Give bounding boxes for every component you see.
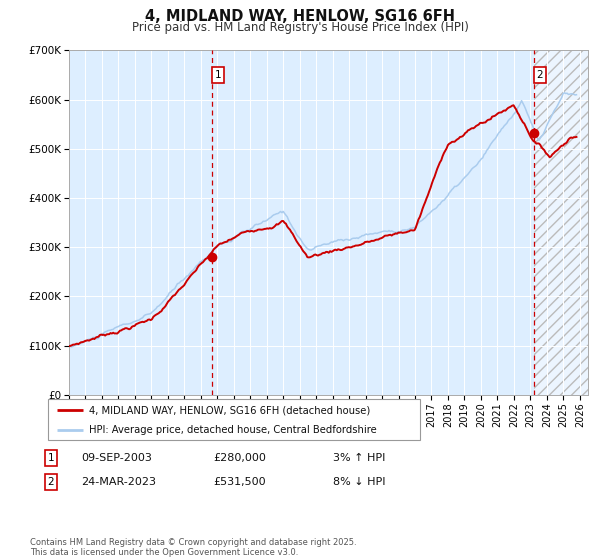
Text: 09-SEP-2003: 09-SEP-2003 xyxy=(81,453,152,463)
Text: 1: 1 xyxy=(215,70,221,80)
Text: 4, MIDLAND WAY, HENLOW, SG16 6FH (detached house): 4, MIDLAND WAY, HENLOW, SG16 6FH (detach… xyxy=(89,405,370,416)
Bar xyxy=(534,50,588,395)
Text: 24-MAR-2023: 24-MAR-2023 xyxy=(81,477,156,487)
Text: 2: 2 xyxy=(47,477,55,487)
FancyBboxPatch shape xyxy=(48,399,420,440)
Text: 1: 1 xyxy=(47,453,55,463)
Text: £280,000: £280,000 xyxy=(213,453,266,463)
Text: £531,500: £531,500 xyxy=(213,477,266,487)
Text: 4, MIDLAND WAY, HENLOW, SG16 6FH: 4, MIDLAND WAY, HENLOW, SG16 6FH xyxy=(145,9,455,24)
Text: 8% ↓ HPI: 8% ↓ HPI xyxy=(333,477,386,487)
Text: Price paid vs. HM Land Registry's House Price Index (HPI): Price paid vs. HM Land Registry's House … xyxy=(131,21,469,34)
Text: HPI: Average price, detached house, Central Bedfordshire: HPI: Average price, detached house, Cent… xyxy=(89,425,377,435)
Text: 3% ↑ HPI: 3% ↑ HPI xyxy=(333,453,385,463)
Bar xyxy=(534,50,588,395)
Text: 2: 2 xyxy=(536,70,543,80)
Text: Contains HM Land Registry data © Crown copyright and database right 2025.
This d: Contains HM Land Registry data © Crown c… xyxy=(30,538,356,557)
